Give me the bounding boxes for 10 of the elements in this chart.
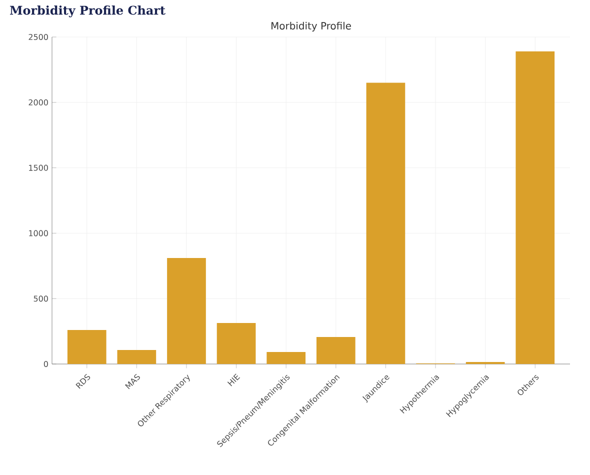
bar <box>216 323 256 364</box>
bar <box>516 51 555 364</box>
bar <box>67 330 106 364</box>
text: Morbidity Profile Chart <box>10 6 166 18</box>
bar <box>316 337 356 364</box>
bar <box>167 258 206 364</box>
bar <box>117 350 156 364</box>
chart-title: Morbidity Profile <box>272 22 351 32</box>
bar <box>366 82 406 364</box>
bar <box>266 352 306 364</box>
